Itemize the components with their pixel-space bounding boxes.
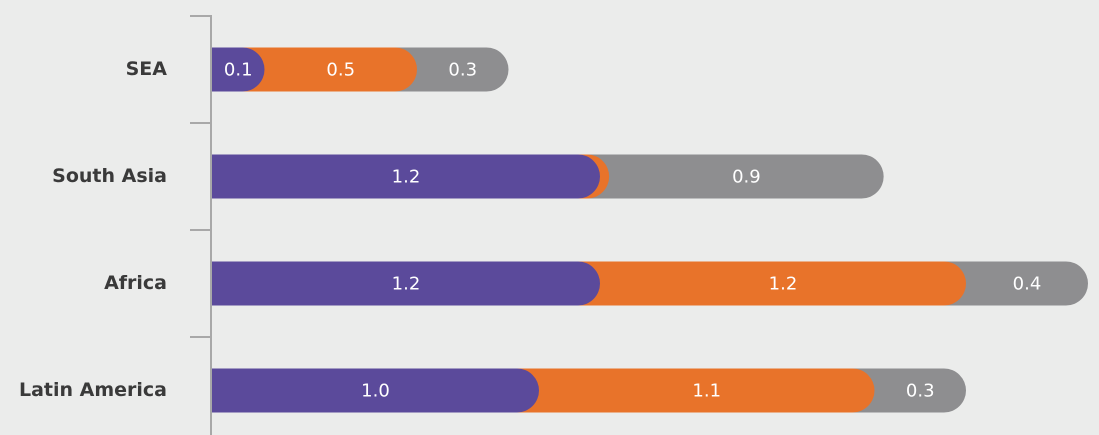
value-label: 0.1 xyxy=(224,60,253,81)
bar-segment xyxy=(212,368,539,413)
bar-segment xyxy=(395,47,509,92)
bar-segment xyxy=(212,261,600,306)
value-label: 1.2 xyxy=(392,274,421,295)
axis xyxy=(190,15,212,435)
value-label: 0.4 xyxy=(1013,274,1042,295)
value-label: 0.5 xyxy=(326,60,355,81)
value-label: 0.3 xyxy=(906,381,935,402)
value-label: 1.0 xyxy=(361,381,390,402)
value-label: 1.1 xyxy=(692,381,721,402)
bar-segment xyxy=(578,261,966,306)
category-label: South Asia xyxy=(52,165,167,187)
bar-segment xyxy=(242,47,417,92)
bar-segment xyxy=(212,154,600,199)
bar-segment xyxy=(517,368,875,413)
bar-segment xyxy=(212,47,265,92)
category-label: Latin America xyxy=(19,379,167,401)
category-label: SEA xyxy=(126,58,168,80)
bar-segment xyxy=(944,261,1088,306)
value-label: 1.2 xyxy=(392,167,421,188)
value-label: 0.9 xyxy=(732,167,761,188)
bar-segment xyxy=(852,368,966,413)
value-label: 1.2 xyxy=(769,274,798,295)
bar-segment xyxy=(587,154,884,199)
value-label: 0.3 xyxy=(448,60,477,81)
category-label: Africa xyxy=(104,272,167,294)
